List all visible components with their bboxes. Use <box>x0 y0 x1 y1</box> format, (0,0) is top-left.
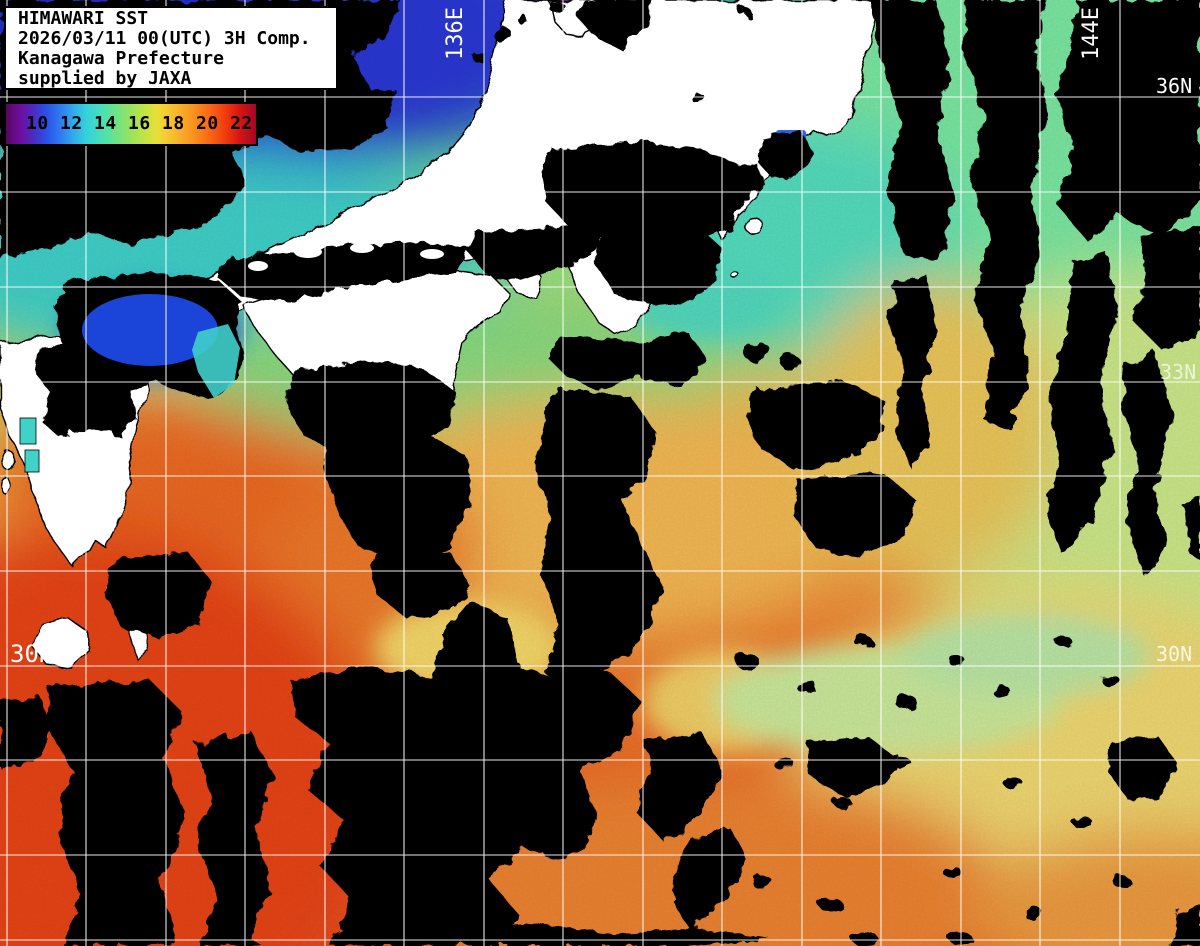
lon-label-144e: 144E <box>1079 7 1104 60</box>
title-box: HIMAWARI SST 2026/03/11 00(UTC) 3H Comp.… <box>4 6 338 90</box>
land-islet <box>1 449 15 471</box>
lon-label-136e: 136E <box>443 7 468 60</box>
colorbar: 10 12 14 16 18 20 22 <box>4 102 258 146</box>
grid-label-layer: 136E 144E 36N 33N 30N 30N <box>10 7 1196 668</box>
cold-water-overlay <box>82 243 444 398</box>
land-islet <box>0 477 12 495</box>
lat-label-36n: 36N <box>1156 74 1192 98</box>
lat-label-30n-right: 30N <box>1156 642 1192 666</box>
colorbar-gradient <box>6 104 256 144</box>
title-line-datetime: 2026/03/11 00(UTC) 3H Comp. <box>18 28 311 49</box>
land-izu-oshima-island <box>743 216 763 234</box>
land-islet <box>730 271 740 279</box>
lat-label-30n-left: 30N <box>10 640 53 668</box>
colorbar-tick-labels: 10 12 14 16 18 20 22 <box>26 113 253 134</box>
land-yakushima-island <box>31 617 91 669</box>
title-line-product: HIMAWARI SST <box>18 8 149 29</box>
title-line-region: Kanagawa Prefecture <box>18 48 224 69</box>
title-line-credit: supplied by JAXA <box>18 68 192 89</box>
lat-label-33n: 33N <box>1160 360 1196 384</box>
